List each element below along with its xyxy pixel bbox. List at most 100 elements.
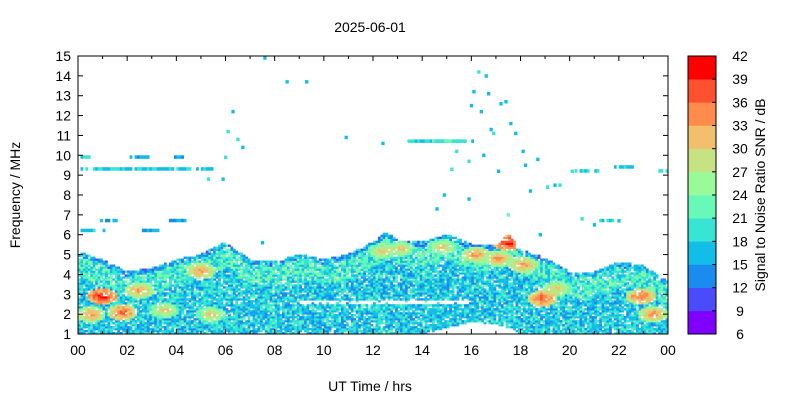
- heatmap-cell: [102, 332, 106, 335]
- heatmap-cell: [296, 284, 300, 287]
- heatmap-cell: [387, 254, 391, 257]
- heatmap-cell: [304, 298, 307, 301]
- heatmap-cell: [309, 276, 312, 279]
- heatmap-cell: [198, 286, 202, 289]
- heatmap-cell: [186, 302, 189, 305]
- heatmap-cell: [90, 304, 94, 307]
- heatmap-cell: [343, 284, 347, 287]
- heatmap-cell: [257, 306, 261, 309]
- heatmap-cell: [220, 258, 224, 261]
- heatmap-cell: [262, 302, 266, 305]
- heatmap-cell: [272, 268, 275, 271]
- heatmap-cell: [105, 316, 108, 319]
- heatmap-cell: [213, 274, 216, 277]
- heatmap-cell: [119, 272, 123, 275]
- heatmap-cell: [400, 314, 403, 317]
- heatmap-cell: [225, 282, 229, 285]
- heatmap-cell: [363, 304, 366, 307]
- heatmap-cell: [311, 316, 315, 319]
- heatmap-cell: [314, 262, 317, 265]
- heatmap-cell: [412, 324, 416, 327]
- heatmap-cell: [97, 294, 101, 297]
- heatmap-cell: [355, 316, 359, 319]
- heatmap-cell: [151, 300, 155, 303]
- heatmap-cell: [114, 332, 118, 335]
- heatmap-cell: [377, 264, 381, 267]
- heatmap-cell: [218, 284, 221, 287]
- heatmap-cell: [218, 276, 221, 279]
- heatmap-cell: [284, 268, 288, 271]
- heatmap-cell: [346, 298, 349, 301]
- heatmap-cell: [164, 278, 167, 281]
- heatmap-cell: [402, 250, 406, 253]
- heatmap-cell: [117, 330, 121, 333]
- heatmap-cell: [338, 332, 342, 335]
- heatmap-cell: [114, 328, 118, 331]
- heatmap-cell: [169, 328, 172, 331]
- heatmap-cell: [205, 316, 209, 319]
- heatmap-cell: [203, 328, 207, 331]
- heatmap-cell: [267, 294, 271, 297]
- heatmap-cell: [350, 284, 354, 287]
- heatmap-cell: [323, 314, 327, 317]
- heatmap-cell: [137, 274, 140, 277]
- heatmap-cell: [397, 256, 401, 259]
- heatmap-cell: [178, 320, 182, 323]
- heatmap-cell: [151, 270, 155, 273]
- heatmap-cell: [169, 270, 172, 273]
- heatmap-cell: [205, 252, 209, 255]
- heatmap-cell: [400, 258, 403, 261]
- heatmap-cell: [132, 288, 135, 291]
- heatmap-cell: [311, 320, 315, 323]
- heatmap-cell: [173, 292, 177, 295]
- heatmap-cell: [85, 282, 89, 285]
- heatmap-cell: [277, 320, 280, 323]
- heatmap-cell: [78, 320, 81, 323]
- heatmap-cell: [400, 246, 403, 249]
- heatmap-cell: [390, 318, 393, 321]
- heatmap-cell: [341, 286, 344, 289]
- heatmap-cell: [95, 274, 98, 277]
- heatmap-cell: [422, 246, 425, 249]
- heatmap-cell: [129, 298, 133, 301]
- heatmap-cell: [107, 270, 111, 273]
- heatmap-cell: [353, 326, 357, 329]
- heatmap-cell: [205, 262, 209, 265]
- heatmap-cell: [412, 318, 416, 321]
- heatmap-cell: [181, 292, 185, 295]
- heatmap-cell: [132, 298, 135, 301]
- heatmap-cell: [338, 328, 342, 331]
- heatmap-cell: [122, 300, 126, 303]
- heatmap-cell: [154, 268, 157, 271]
- heatmap-cell: [80, 308, 84, 311]
- heatmap-cell: [166, 330, 170, 333]
- heatmap-cell: [333, 324, 337, 327]
- heatmap-cell: [274, 298, 278, 301]
- heatmap-cell: [309, 274, 312, 277]
- heatmap-cell: [306, 266, 310, 269]
- heatmap-cell: [210, 280, 214, 283]
- heatmap-cell: [282, 310, 285, 313]
- heatmap-cell: [250, 294, 253, 297]
- heatmap-cell: [380, 282, 384, 285]
- heatmap-cell: [262, 304, 266, 307]
- heatmap-cell: [164, 328, 167, 331]
- heatmap-cell: [382, 328, 386, 331]
- heatmap-cell: [355, 304, 359, 307]
- heatmap-cell: [198, 302, 202, 305]
- heatmap-cell: [230, 294, 234, 297]
- heatmap-cell: [235, 328, 239, 331]
- heatmap-cell: [267, 288, 271, 291]
- heatmap-cell: [78, 280, 81, 283]
- heatmap-cell: [151, 314, 155, 317]
- heatmap-cell: [385, 284, 389, 287]
- heatmap-cell: [139, 328, 143, 331]
- heatmap-cell: [173, 318, 177, 321]
- heatmap-cell: [291, 286, 295, 289]
- heatmap-cell: [85, 268, 89, 271]
- heatmap-cell: [117, 304, 121, 307]
- heatmap-cell: [279, 306, 283, 309]
- heatmap-cell: [267, 322, 271, 325]
- heatmap-cell: [210, 326, 214, 329]
- heatmap-cell: [252, 290, 256, 293]
